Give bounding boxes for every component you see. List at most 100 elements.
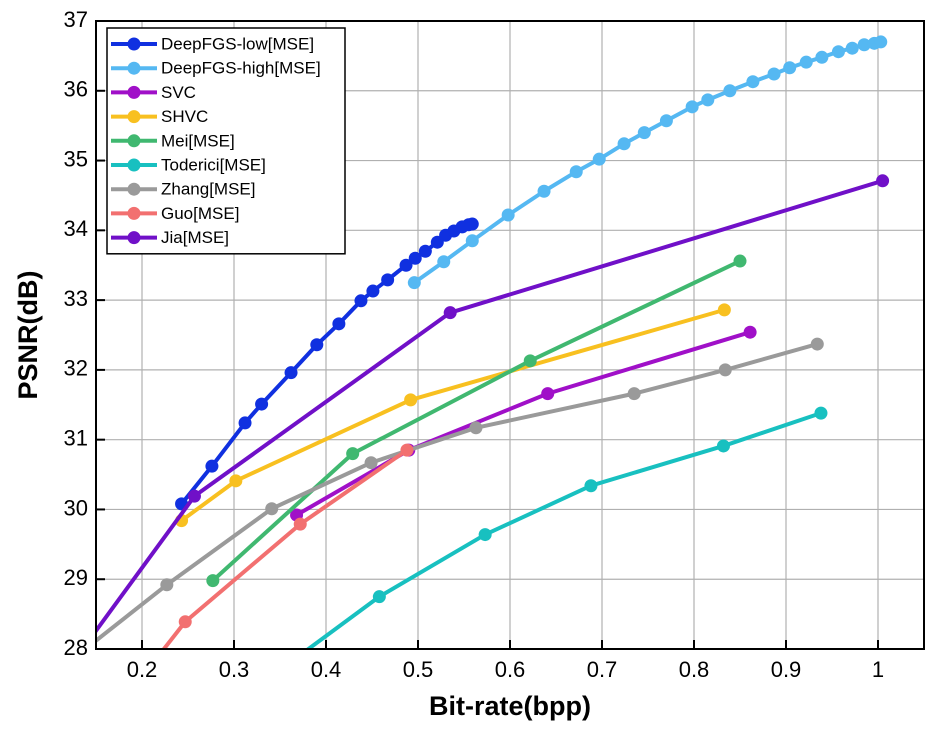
x-tick-label: 0.2 xyxy=(127,657,158,682)
legend-marker xyxy=(127,37,141,51)
y-tick-label: 28 xyxy=(64,635,88,660)
legend-label: SHVC xyxy=(161,107,208,126)
data-point xyxy=(541,387,555,401)
series-line xyxy=(96,342,818,644)
data-point xyxy=(478,528,492,542)
data-point xyxy=(354,294,368,308)
data-point xyxy=(845,41,859,55)
legend-label: Toderici[MSE] xyxy=(161,155,266,174)
data-point xyxy=(874,35,888,49)
legend-label: SVC xyxy=(161,83,196,102)
x-tick-label: 0.7 xyxy=(587,657,618,682)
legend-label: DeepFGS-low[MSE] xyxy=(161,34,314,53)
data-point xyxy=(399,258,413,272)
data-point xyxy=(718,363,732,377)
data-point xyxy=(767,67,781,81)
x-tick-label: 0.9 xyxy=(771,657,802,682)
data-point xyxy=(274,663,287,676)
data-point xyxy=(876,174,890,188)
data-point xyxy=(465,234,479,248)
data-point xyxy=(783,61,797,75)
x-tick-label: 0.4 xyxy=(311,657,342,682)
data-point xyxy=(44,670,57,683)
data-point xyxy=(569,165,583,179)
x-tick-label: 0.5 xyxy=(403,657,434,682)
data-point xyxy=(293,517,307,531)
data-point xyxy=(746,75,760,89)
series-line xyxy=(305,411,822,649)
data-point xyxy=(437,255,451,269)
data-point xyxy=(284,366,298,380)
x-tick-label: 1 xyxy=(872,657,884,682)
legend-marker xyxy=(127,134,141,148)
data-point xyxy=(716,439,730,453)
data-point xyxy=(372,590,386,604)
plot-area xyxy=(44,35,890,683)
data-point xyxy=(443,306,457,320)
data-point xyxy=(160,578,174,592)
data-point xyxy=(592,152,606,166)
series-line xyxy=(295,330,751,517)
data-point xyxy=(465,217,479,231)
legend-label: DeepFGS-high[MSE] xyxy=(161,59,321,78)
data-point xyxy=(857,38,871,52)
data-point xyxy=(637,126,651,140)
data-point xyxy=(733,254,747,268)
data-point xyxy=(501,208,515,222)
data-point xyxy=(831,45,845,59)
data-point xyxy=(469,421,483,435)
data-point xyxy=(617,137,631,151)
series-line xyxy=(180,307,725,523)
data-point xyxy=(346,447,360,461)
y-tick-label: 33 xyxy=(64,286,88,311)
legend-label: Mei[MSE] xyxy=(161,131,235,150)
legend-marker xyxy=(127,110,141,124)
y-tick-label: 35 xyxy=(64,146,88,171)
x-axis-title: Bit-rate(bpp) xyxy=(429,691,591,721)
data-point xyxy=(407,276,421,290)
x-tick-label: 0.6 xyxy=(495,657,526,682)
y-tick-label: 30 xyxy=(64,495,88,520)
y-tick-label: 32 xyxy=(64,356,88,381)
y-axis-title: PSNR(dB) xyxy=(13,271,43,400)
data-point xyxy=(400,443,414,457)
data-point xyxy=(364,456,378,470)
data-point xyxy=(717,303,731,317)
axes: 0.2 0.3 0.4 0.5 0.6 0.7 0.8 0.9 1 28 29 30 31 32 33 34 3… xyxy=(64,7,885,682)
data-point xyxy=(815,50,829,64)
data-point xyxy=(205,459,219,473)
data-point xyxy=(206,574,220,588)
data-point xyxy=(701,93,715,107)
data-point xyxy=(584,479,598,493)
data-point xyxy=(238,416,252,430)
data-point xyxy=(537,184,551,198)
data-point xyxy=(723,84,737,98)
y-tick-label: 36 xyxy=(64,77,88,102)
y-tick-label: 34 xyxy=(64,216,88,241)
y-tick-label: 37 xyxy=(64,7,88,32)
legend-marker xyxy=(127,206,141,220)
data-point xyxy=(310,338,324,352)
data-point xyxy=(229,474,243,488)
series-line xyxy=(413,39,882,285)
data-point xyxy=(659,114,673,128)
series-line xyxy=(161,448,409,649)
x-tick-label: 0.3 xyxy=(219,657,250,682)
series-line xyxy=(211,259,741,583)
data-point xyxy=(332,317,346,331)
series-line xyxy=(180,222,473,506)
data-point xyxy=(255,397,269,411)
data-point xyxy=(404,393,418,407)
legend-label: Zhang[MSE] xyxy=(161,180,256,199)
legend-label: Guo[MSE] xyxy=(161,204,239,223)
data-point xyxy=(627,387,641,401)
data-point xyxy=(62,662,75,675)
data-point xyxy=(814,406,828,420)
legend-label: Jia[MSE] xyxy=(161,228,229,247)
legend-marker xyxy=(127,85,141,99)
legend-marker xyxy=(127,182,141,196)
data-point xyxy=(799,55,813,69)
data-point xyxy=(408,251,422,265)
data-point xyxy=(265,502,279,516)
